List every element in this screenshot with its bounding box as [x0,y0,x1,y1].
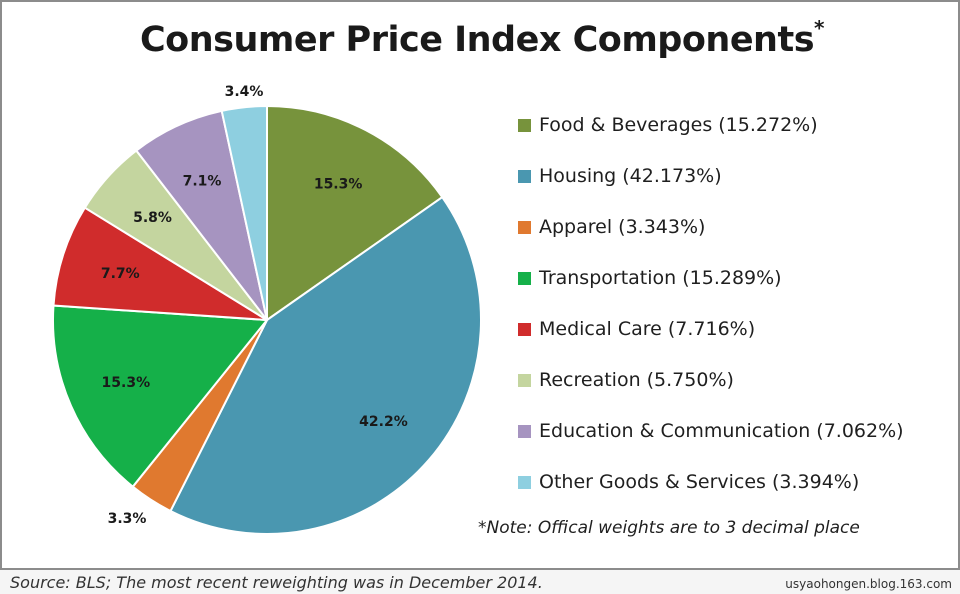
chart-title: Consumer Price Index Components* [139,16,825,60]
slice-label-housing: 42.2% [359,414,408,430]
legend-label: Education & Communication (7.062%) [539,420,904,442]
slice-label-education-communication: 7.1% [183,173,222,189]
pie-slice-other-goods-services [220,104,268,321]
legend-label: Apparel (3.343%) [539,216,706,238]
legend-swatch [518,220,531,234]
legend-item-medical-care: Medical Care (7.716%) [518,314,755,344]
pie-slice-medical-care [52,206,268,321]
slice-label-other-goods-services: 3.4% [225,84,264,100]
legend-label: Recreation (5.750%) [539,369,734,391]
legend-label: Housing (42.173%) [539,165,722,187]
pie-slice-housing [169,195,482,535]
legend-item-recreation: Recreation (5.750%) [518,365,734,395]
legend-swatch [518,169,531,183]
legend-swatch [518,373,531,387]
legend-item-housing: Housing (42.173%) [518,161,722,191]
legend-item-transportation: Transportation (15.289%) [518,263,782,293]
legend-item-apparel: Apparel (3.343%) [518,212,705,242]
legend-label: Other Goods & Services (3.394%) [539,471,860,493]
source-note: Source: BLS; The most recent reweighting… [10,573,543,592]
slice-label-apparel: 3.3% [108,511,147,527]
watermark: usyaohongen.blog.163.com [785,577,952,591]
pie-chart: 15.3% 42.2% 3.3% 15.3% 7.7% 5.8% 7.1% 3.4% [52,84,482,535]
legend-label: Food & Beverages (15.272%) [539,114,818,136]
legend-label: Medical Care (7.716%) [539,318,756,340]
legend-item-education-communication: Education & Communication (7.062%) [518,416,904,446]
legend-swatch [518,475,531,489]
pie-slice-food-beverages [266,104,444,322]
slice-label-medical-care: 7.7% [101,266,140,282]
legend-item-food-beverages: Food & Beverages (15.272%) [518,110,818,140]
legend-label: Transportation (15.289%) [539,267,782,289]
legend-swatch [518,271,531,285]
footer: Source: BLS; The most recent reweighting… [0,570,960,594]
legend-swatch [518,424,531,438]
chart-note: *Note: Offical weights are to 3 decimal … [478,518,860,538]
slice-label-transportation: 15.3% [102,375,151,391]
slice-label-food-beverages: 15.3% [314,176,363,192]
legend-swatch [518,322,531,336]
legend-swatch [518,118,531,132]
chart-frame: Consumer Price Index Components* 15.3% 42… [0,0,960,570]
pie-slice-transportation [52,304,269,489]
title-footnote-marker: * [814,16,825,40]
slice-label-recreation: 5.8% [133,210,172,226]
legend-item-other-goods-services: Other Goods & Services (3.394%) [518,467,859,497]
